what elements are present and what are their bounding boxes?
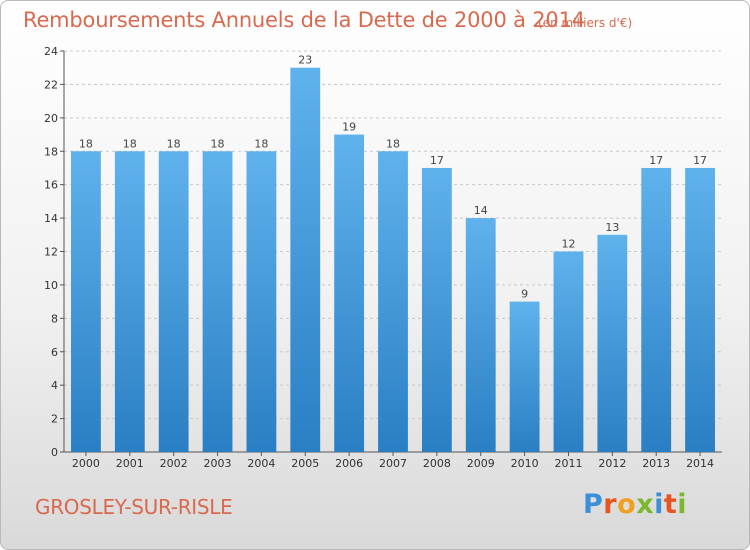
data-label: 18 (123, 137, 137, 150)
data-labels: 18 18 18 18 18 23 19 18 17 14 9 12 13 17 17 (79, 54, 707, 301)
data-label: 18 (211, 137, 225, 150)
data-label: 14 (474, 204, 488, 217)
y-tick-label: 18 (44, 145, 58, 158)
x-tick-label: 2010 (511, 457, 539, 470)
bar (246, 151, 277, 452)
city-name: GROSLEY-SUR-RISLE (35, 495, 233, 519)
bar (641, 167, 672, 453)
y-tick-label: 22 (44, 78, 58, 91)
bar (597, 234, 628, 452)
x-tick-label: 2012 (598, 457, 626, 470)
data-label: 18 (254, 137, 268, 150)
data-label: 9 (521, 288, 528, 301)
y-tick-label: 24 (44, 45, 58, 58)
x-tick-label: 2003 (204, 457, 232, 470)
x-tick-label: 2006 (335, 457, 363, 470)
data-label: 13 (605, 221, 619, 234)
bar (71, 151, 101, 452)
y-tick-label: 2 (51, 413, 58, 426)
y-tick-label: 10 (44, 279, 58, 292)
data-label: 17 (430, 154, 444, 167)
bar (685, 167, 715, 453)
x-tick-label: 2013 (642, 457, 670, 470)
x-tick-label: 2001 (116, 457, 144, 470)
x-tick-label: 2007 (379, 457, 407, 470)
bar (465, 218, 496, 452)
x-tick-label: 2002 (160, 457, 188, 470)
y-tick-label: 0 (51, 446, 58, 459)
logo-letter: t (663, 489, 678, 520)
bar (202, 151, 233, 452)
y-tick-label: 4 (51, 379, 58, 392)
y-tick-label: 20 (44, 112, 58, 125)
chart-subtitle: (en milliers d'€) (538, 16, 633, 30)
y-tick-label: 16 (44, 179, 58, 192)
bar (553, 251, 584, 452)
chart-title: Remboursements Annuels de la Dette de 20… (23, 8, 585, 32)
bar (421, 167, 452, 453)
x-tick-label: 2014 (686, 457, 714, 470)
x-tick-label: 2000 (72, 457, 100, 470)
y-tick-label: 6 (51, 346, 58, 359)
bars (71, 67, 715, 453)
logo-letter: o (617, 489, 637, 520)
data-label: 18 (386, 137, 400, 150)
data-label: 18 (167, 137, 181, 150)
bar (378, 151, 408, 452)
bar (334, 134, 365, 452)
x-tick-label: 2004 (247, 457, 275, 470)
logo-letter: i (677, 489, 688, 520)
x-tick-label: 2011 (554, 457, 582, 470)
logo-letter: x (636, 489, 655, 520)
logo-letter: P (583, 489, 604, 520)
data-label: 17 (693, 154, 707, 167)
y-tick-label: 14 (44, 212, 58, 225)
y-tick-label: 12 (44, 246, 58, 259)
data-label: 18 (79, 137, 93, 150)
x-tick-label: 2009 (467, 457, 495, 470)
proxiti-logo: Proxiti (583, 489, 687, 520)
bar (509, 301, 540, 452)
logo-letter: i (654, 489, 664, 520)
bar (158, 151, 189, 452)
bar (114, 151, 145, 452)
x-tick-label: 2008 (423, 457, 451, 470)
data-label: 19 (342, 121, 356, 134)
logo-letter: r (603, 489, 618, 520)
data-label: 12 (561, 238, 575, 251)
bar (290, 67, 321, 452)
data-label: 23 (298, 54, 312, 67)
data-label: 17 (649, 154, 663, 167)
x-tick-label: 2005 (291, 457, 319, 470)
y-tick-label: 8 (51, 312, 58, 325)
